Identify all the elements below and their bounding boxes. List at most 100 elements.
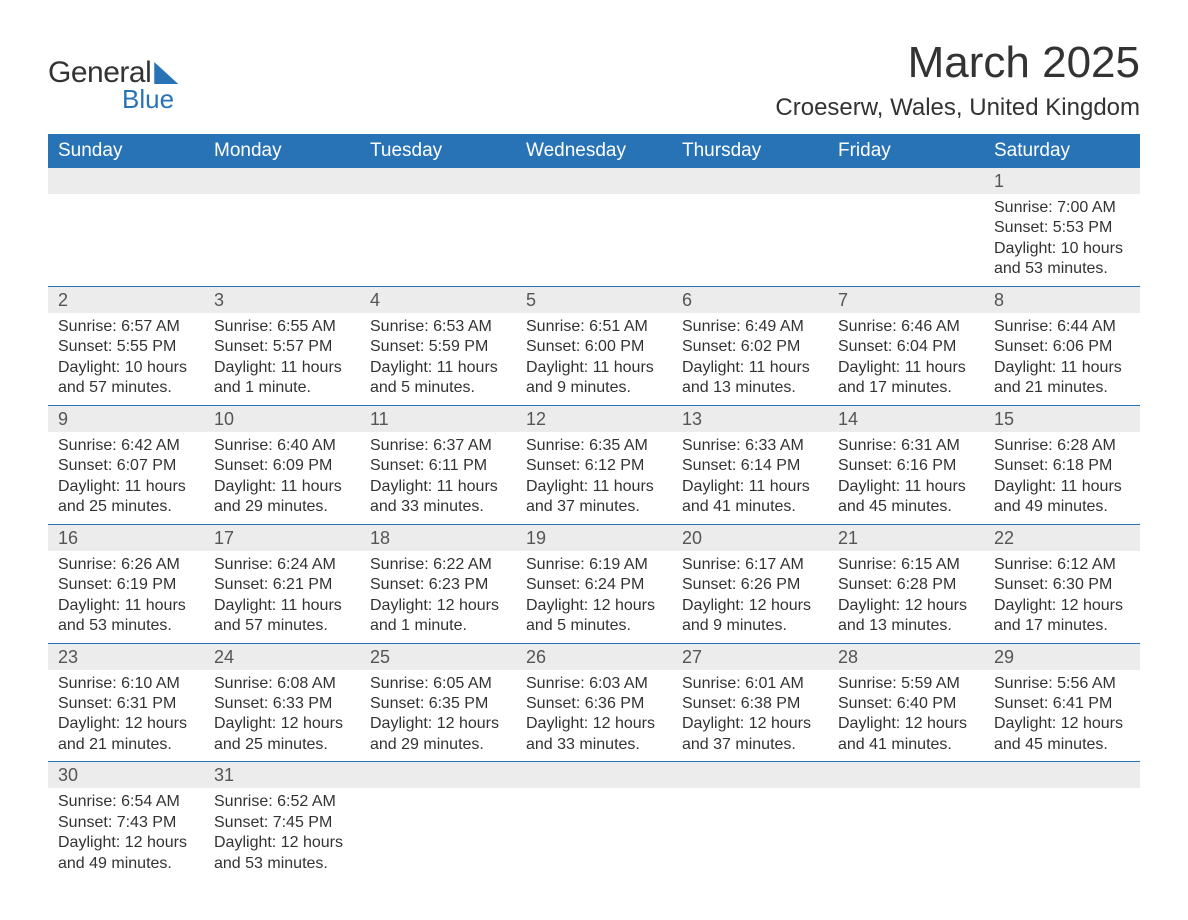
day-body: Sunrise: 6:10 AMSunset: 6:31 PMDaylight:… [48,670,204,762]
day-body: Sunrise: 6:51 AMSunset: 6:00 PMDaylight:… [516,313,672,405]
sunrise-line: Sunrise: 6:35 AM [526,436,662,456]
calendar-cell: 13Sunrise: 6:33 AMSunset: 6:14 PMDayligh… [672,405,828,524]
daylight-line-1: Daylight: 12 hours [838,596,974,616]
calendar-cell: 18Sunrise: 6:22 AMSunset: 6:23 PMDayligh… [360,524,516,643]
sunset-line: Sunset: 6:09 PM [214,456,350,476]
sunset-line: Sunset: 6:11 PM [370,456,506,476]
weekday-header-row: Sunday Monday Tuesday Wednesday Thursday… [48,134,1140,168]
daylight-line-1: Daylight: 12 hours [994,596,1130,616]
sunset-line: Sunset: 6:00 PM [526,337,662,357]
calendar-cell [360,762,516,880]
sunrise-line: Sunrise: 6:57 AM [58,317,194,337]
day-number [360,168,516,194]
day-number: 30 [48,762,204,788]
day-number: 3 [204,287,360,313]
calendar-cell [828,168,984,286]
day-body: Sunrise: 6:12 AMSunset: 6:30 PMDaylight:… [984,551,1140,643]
day-number: 14 [828,406,984,432]
calendar-cell: 5Sunrise: 6:51 AMSunset: 6:00 PMDaylight… [516,286,672,405]
sunset-line: Sunset: 6:14 PM [682,456,818,476]
calendar-cell [828,762,984,880]
calendar-cell: 24Sunrise: 6:08 AMSunset: 6:33 PMDayligh… [204,643,360,762]
day-body [672,194,828,274]
calendar-cell [984,762,1140,880]
day-number: 12 [516,406,672,432]
sunset-line: Sunset: 6:40 PM [838,694,974,714]
sunset-line: Sunset: 5:57 PM [214,337,350,357]
day-number: 1 [984,168,1140,194]
daylight-line-2: and 45 minutes. [838,497,974,517]
sunrise-line: Sunrise: 6:26 AM [58,555,194,575]
daylight-line-1: Daylight: 12 hours [58,833,194,853]
sunset-line: Sunset: 5:53 PM [994,218,1130,238]
day-body: Sunrise: 6:53 AMSunset: 5:59 PMDaylight:… [360,313,516,405]
sunrise-line: Sunrise: 6:49 AM [682,317,818,337]
sunrise-line: Sunrise: 6:53 AM [370,317,506,337]
calendar-cell [672,168,828,286]
day-body: Sunrise: 6:19 AMSunset: 6:24 PMDaylight:… [516,551,672,643]
daylight-line-2: and 53 minutes. [214,854,350,874]
sunset-line: Sunset: 6:02 PM [682,337,818,357]
day-number: 18 [360,525,516,551]
daylight-line-2: and 49 minutes. [994,497,1130,517]
sunset-line: Sunset: 6:04 PM [838,337,974,357]
logo-text-blue: Blue [122,84,178,115]
day-number: 13 [672,406,828,432]
day-number: 29 [984,644,1140,670]
daylight-line-1: Daylight: 11 hours [370,477,506,497]
calendar-row: 1Sunrise: 7:00 AMSunset: 5:53 PMDaylight… [48,168,1140,286]
sunset-line: Sunset: 5:55 PM [58,337,194,357]
calendar-cell: 2Sunrise: 6:57 AMSunset: 5:55 PMDaylight… [48,286,204,405]
sunset-line: Sunset: 6:38 PM [682,694,818,714]
day-number: 2 [48,287,204,313]
sunrise-line: Sunrise: 6:12 AM [994,555,1130,575]
calendar-cell: 12Sunrise: 6:35 AMSunset: 6:12 PMDayligh… [516,405,672,524]
day-number: 15 [984,406,1140,432]
sunrise-line: Sunrise: 6:33 AM [682,436,818,456]
day-number: 24 [204,644,360,670]
daylight-line-2: and 1 minute. [370,616,506,636]
sunrise-line: Sunrise: 5:56 AM [994,674,1130,694]
day-body: Sunrise: 6:05 AMSunset: 6:35 PMDaylight:… [360,670,516,762]
calendar-cell: 4Sunrise: 6:53 AMSunset: 5:59 PMDaylight… [360,286,516,405]
sunrise-line: Sunrise: 6:01 AM [682,674,818,694]
calendar-cell: 10Sunrise: 6:40 AMSunset: 6:09 PMDayligh… [204,405,360,524]
day-body [516,194,672,274]
day-body: Sunrise: 6:31 AMSunset: 6:16 PMDaylight:… [828,432,984,524]
sunrise-line: Sunrise: 6:10 AM [58,674,194,694]
calendar-table: Sunday Monday Tuesday Wednesday Thursday… [48,134,1140,880]
day-body: Sunrise: 6:01 AMSunset: 6:38 PMDaylight:… [672,670,828,762]
calendar-cell: 1Sunrise: 7:00 AMSunset: 5:53 PMDaylight… [984,168,1140,286]
day-body: Sunrise: 6:49 AMSunset: 6:02 PMDaylight:… [672,313,828,405]
calendar-cell: 28Sunrise: 5:59 AMSunset: 6:40 PMDayligh… [828,643,984,762]
daylight-line-2: and 49 minutes. [58,854,194,874]
daylight-line-1: Daylight: 11 hours [526,358,662,378]
calendar-cell [516,762,672,880]
day-number: 6 [672,287,828,313]
sunrise-line: Sunrise: 6:19 AM [526,555,662,575]
sunset-line: Sunset: 6:41 PM [994,694,1130,714]
sunset-line: Sunset: 7:43 PM [58,813,194,833]
sunset-line: Sunset: 6:31 PM [58,694,194,714]
sunrise-line: Sunrise: 6:42 AM [58,436,194,456]
sunset-line: Sunset: 6:33 PM [214,694,350,714]
calendar-row: 23Sunrise: 6:10 AMSunset: 6:31 PMDayligh… [48,643,1140,762]
daylight-line-1: Daylight: 11 hours [58,596,194,616]
daylight-line-1: Daylight: 12 hours [370,714,506,734]
day-body [984,788,1140,868]
sunrise-line: Sunrise: 6:40 AM [214,436,350,456]
sunset-line: Sunset: 6:21 PM [214,575,350,595]
sunrise-line: Sunrise: 6:31 AM [838,436,974,456]
sunrise-line: Sunrise: 6:54 AM [58,792,194,812]
day-body: Sunrise: 6:44 AMSunset: 6:06 PMDaylight:… [984,313,1140,405]
calendar-cell [672,762,828,880]
daylight-line-2: and 53 minutes. [58,616,194,636]
weekday-header: Saturday [984,134,1140,168]
sunrise-line: Sunrise: 6:55 AM [214,317,350,337]
calendar-row: 16Sunrise: 6:26 AMSunset: 6:19 PMDayligh… [48,524,1140,643]
day-number: 22 [984,525,1140,551]
day-body [828,788,984,868]
calendar-cell: 29 Sunrise: 5:56 AMSunset: 6:41 PMDayligh… [984,643,1140,762]
daylight-line-2: and 41 minutes. [838,735,974,755]
daylight-line-1: Daylight: 12 hours [994,714,1130,734]
